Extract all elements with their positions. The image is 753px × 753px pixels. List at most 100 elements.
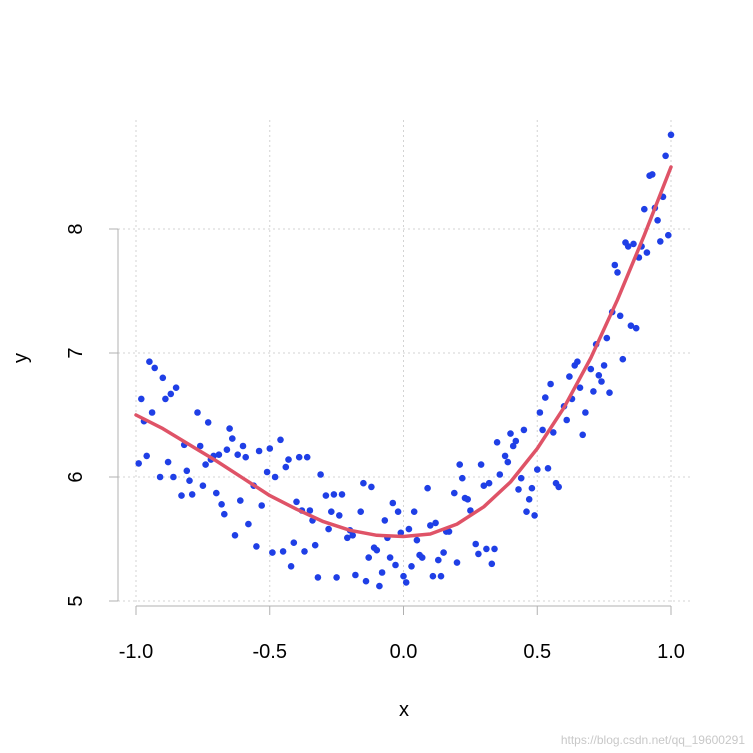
data-point xyxy=(285,456,292,463)
data-point xyxy=(188,491,196,498)
data-point xyxy=(437,572,445,580)
data-point xyxy=(517,474,525,482)
data-point xyxy=(402,579,410,586)
data-point xyxy=(389,499,397,507)
data-point xyxy=(477,461,485,468)
data-point xyxy=(237,497,244,504)
data-point xyxy=(550,429,557,436)
data-point xyxy=(242,453,249,461)
data-point xyxy=(408,563,415,570)
data-point xyxy=(435,556,442,564)
data-point xyxy=(598,378,605,385)
data-point xyxy=(330,491,338,498)
data-point xyxy=(368,483,375,491)
data-point xyxy=(199,482,207,490)
data-point xyxy=(512,437,520,445)
y-tick-label: 7 xyxy=(65,347,87,358)
data-point xyxy=(547,380,554,388)
data-point xyxy=(480,482,488,490)
data-point xyxy=(536,409,544,416)
data-point xyxy=(413,536,421,544)
data-point xyxy=(229,435,236,442)
data-point xyxy=(429,572,437,580)
data-point xyxy=(440,549,447,556)
data-point xyxy=(172,384,180,392)
data-point xyxy=(306,507,314,514)
data-point xyxy=(231,532,239,539)
data-point xyxy=(418,554,426,561)
watermark-text: https://blog.csdn.net/qq_19600291 xyxy=(560,733,745,747)
data-point xyxy=(459,474,466,482)
data-point xyxy=(146,358,153,366)
data-point xyxy=(654,217,661,224)
data-point xyxy=(213,489,220,497)
data-point xyxy=(493,439,501,446)
data-point xyxy=(531,512,538,519)
data-point xyxy=(566,373,573,380)
data-point xyxy=(373,546,381,554)
data-point xyxy=(595,372,603,379)
data-point xyxy=(523,508,530,515)
data-point xyxy=(365,554,373,561)
data-point xyxy=(464,496,472,503)
data-point xyxy=(427,522,434,529)
data-point xyxy=(665,231,672,239)
x-tick-label: 0.0 xyxy=(390,641,418,663)
data-point xyxy=(269,549,276,556)
data-point xyxy=(357,508,365,515)
data-point xyxy=(392,561,399,569)
data-point xyxy=(614,269,621,276)
data-point xyxy=(362,577,370,585)
axes: -1.0 -0.5 0.0 0.5 1.0 5 6 7 8 xyxy=(65,223,685,663)
data-point xyxy=(544,465,552,472)
data-point xyxy=(282,463,290,471)
data-point xyxy=(611,261,619,269)
data-point xyxy=(576,384,584,392)
data-point xyxy=(135,460,142,467)
data-point xyxy=(649,171,656,178)
data-point xyxy=(218,501,225,508)
y-tick-label: 5 xyxy=(65,595,87,606)
x-tick-label: -0.5 xyxy=(253,641,287,663)
data-point xyxy=(590,388,597,395)
data-point xyxy=(600,362,608,369)
data-point xyxy=(239,442,247,450)
data-point xyxy=(194,409,201,416)
data-point xyxy=(501,452,509,460)
data-point xyxy=(662,152,669,160)
data-point xyxy=(632,324,640,332)
data-point xyxy=(641,205,648,213)
data-point xyxy=(271,473,279,481)
data-point xyxy=(234,451,241,459)
data-point xyxy=(627,322,635,330)
data-point xyxy=(624,243,632,250)
data-point xyxy=(138,395,145,403)
data-point xyxy=(424,484,431,492)
data-point xyxy=(606,389,613,397)
data-point xyxy=(156,473,164,481)
data-point xyxy=(410,508,418,515)
data-point xyxy=(151,364,158,372)
data-point xyxy=(253,543,260,550)
data-point xyxy=(525,496,533,503)
data-point xyxy=(215,451,223,459)
data-point xyxy=(162,395,169,403)
data-point xyxy=(376,582,383,590)
data-point xyxy=(344,534,351,542)
data-point xyxy=(445,528,453,535)
data-point xyxy=(453,559,461,566)
data-point xyxy=(515,486,522,493)
data-point xyxy=(303,453,311,461)
data-point xyxy=(432,519,439,527)
x-tick-label: 0.5 xyxy=(523,641,551,663)
data-point xyxy=(293,498,300,506)
data-point xyxy=(333,574,340,581)
data-point xyxy=(378,569,386,576)
data-point xyxy=(314,574,322,581)
data-point xyxy=(616,312,624,320)
data-point xyxy=(183,467,191,475)
data-point xyxy=(223,446,231,454)
data-point xyxy=(255,447,263,455)
data-point xyxy=(563,416,570,424)
